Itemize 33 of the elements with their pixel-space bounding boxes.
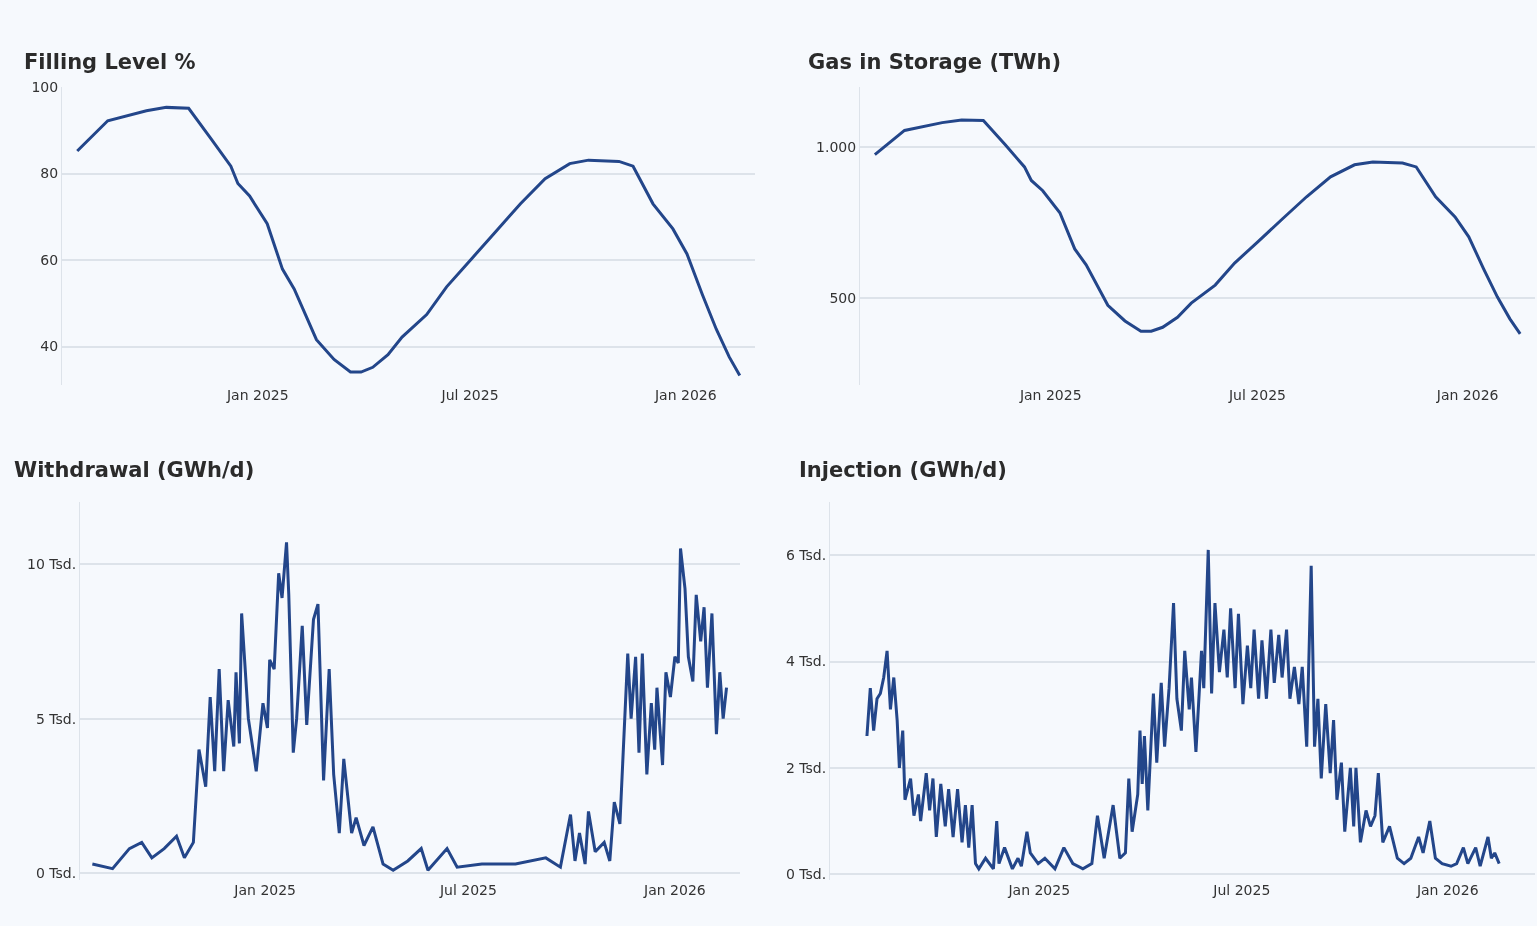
y-tick-label: 5 Tsd.: [35, 710, 77, 727]
y-tick-label: 4 Tsd.: [785, 653, 827, 670]
y-tick-label: 60: [40, 251, 59, 268]
y-tick-label: 0 Tsd.: [785, 866, 827, 883]
y-tick-label: 0 Tsd.: [35, 865, 77, 882]
x-tick-label: Jan 2026: [643, 881, 706, 898]
x-tick-label: Jan 2026: [1435, 387, 1499, 404]
x-tick-label: Jan 2025: [225, 387, 289, 404]
x-tick-label: Jan 2025: [1018, 387, 1082, 404]
y-tick-label: 80: [40, 165, 59, 182]
x-tick-label: Jul 2025: [1227, 387, 1286, 404]
chart-title: Filling Level %: [24, 50, 196, 74]
line-series: [873, 118, 1522, 336]
y-tick-label: 500: [829, 289, 857, 306]
chart-title: Injection (GWh/d): [799, 458, 1007, 482]
chart-title: Gas in Storage (TWh): [808, 50, 1062, 74]
x-tick-label: Jul 2025: [1212, 881, 1271, 898]
y-tick-label: 40: [40, 338, 59, 355]
line-series: [75, 105, 742, 378]
x-tick-label: Jan 2025: [233, 881, 297, 898]
x-tick-label: Jul 2025: [438, 881, 497, 898]
chart-title: Withdrawal (GWh/d): [14, 458, 255, 482]
y-tick-label: 2 Tsd.: [785, 759, 827, 776]
y-tick-label: 10 Tsd.: [27, 555, 77, 572]
x-tick-label: Jan 2025: [1007, 881, 1071, 898]
y-tick-label: 1.000: [816, 139, 857, 156]
x-tick-label: Jan 2026: [653, 387, 717, 404]
line-series: [90, 540, 729, 872]
x-tick-label: Jan 2026: [1415, 881, 1479, 898]
line-series: [865, 548, 1501, 871]
y-tick-label: 100: [31, 78, 59, 95]
y-tick-label: 6 Tsd.: [785, 547, 827, 564]
x-tick-label: Jul 2025: [440, 387, 499, 404]
